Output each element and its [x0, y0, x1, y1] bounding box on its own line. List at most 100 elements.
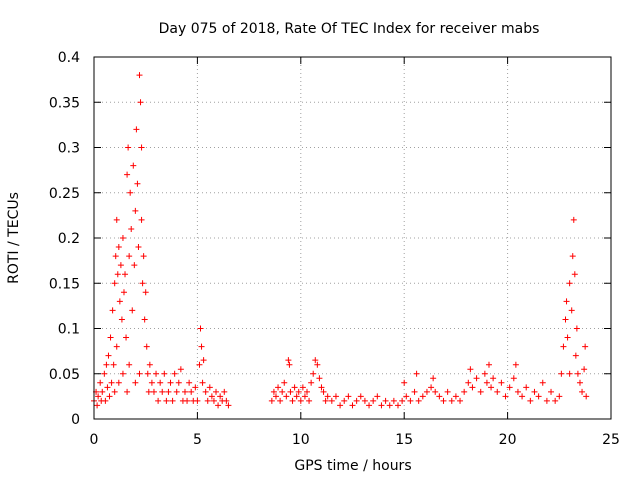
data-point — [306, 397, 313, 404]
data-point — [202, 388, 209, 395]
data-point — [210, 397, 217, 404]
data-point — [119, 370, 126, 377]
data-point — [295, 388, 302, 395]
data-point — [566, 370, 573, 377]
data-point — [465, 379, 472, 386]
data-point — [223, 397, 230, 404]
data-point — [143, 343, 150, 350]
data-point — [374, 393, 381, 400]
data-point — [148, 379, 155, 386]
data-point — [357, 393, 364, 400]
data-point — [563, 298, 570, 305]
data-point — [197, 325, 204, 332]
data-point — [502, 393, 509, 400]
data-point — [275, 384, 282, 391]
x-tick-label: 25 — [602, 432, 620, 448]
data-point — [130, 162, 137, 169]
y-tick-label: 0.25 — [49, 186, 80, 202]
data-point — [571, 271, 578, 278]
data-point — [370, 397, 377, 404]
data-point — [349, 402, 356, 409]
y-tick-label: 0 — [71, 412, 80, 428]
data-point — [123, 334, 130, 341]
y-tick-label: 0.05 — [49, 367, 80, 383]
axis-ticks — [93, 56, 612, 420]
data-point — [514, 388, 521, 395]
data-point — [139, 280, 146, 287]
data-point — [196, 361, 203, 368]
y-tick-label: 0.4 — [58, 50, 80, 66]
data-point — [186, 379, 193, 386]
data-point — [583, 393, 590, 400]
data-point — [568, 307, 575, 314]
data-point — [157, 379, 164, 386]
data-point — [111, 388, 118, 395]
data-point — [114, 271, 121, 278]
data-point — [457, 397, 464, 404]
data-point — [140, 253, 147, 260]
data-point — [411, 388, 418, 395]
data-point — [124, 388, 131, 395]
data-points — [91, 72, 590, 409]
data-point — [103, 361, 110, 368]
data-point — [428, 384, 435, 391]
data-point — [132, 207, 139, 214]
data-point — [576, 379, 583, 386]
data-point — [102, 397, 109, 404]
data-point — [413, 370, 420, 377]
data-point — [142, 289, 149, 296]
data-point — [510, 375, 517, 382]
data-point — [543, 397, 550, 404]
data-point — [138, 144, 145, 151]
y-tick-label: 0.15 — [49, 276, 80, 292]
data-point — [440, 397, 447, 404]
data-point — [169, 397, 176, 404]
x-tick-label: 15 — [395, 432, 413, 448]
data-point — [126, 253, 133, 260]
data-point — [293, 393, 300, 400]
data-point — [175, 379, 182, 386]
data-point — [105, 352, 112, 359]
chart-title: Day 075 of 2018, Rate Of TEC Index for r… — [159, 21, 540, 37]
data-point — [519, 393, 526, 400]
data-point — [213, 388, 220, 395]
data-point — [159, 388, 166, 395]
data-point — [382, 397, 389, 404]
data-point — [341, 397, 348, 404]
data-point — [322, 397, 329, 404]
data-point — [548, 388, 555, 395]
data-point — [361, 397, 368, 404]
data-point — [297, 397, 304, 404]
data-point — [494, 388, 501, 395]
data-point — [535, 393, 542, 400]
y-tick-label: 0.35 — [49, 95, 80, 111]
data-point — [117, 262, 124, 269]
data-point — [153, 370, 160, 377]
data-point — [481, 370, 488, 377]
data-point — [401, 379, 408, 386]
data-point — [106, 393, 113, 400]
y-tick-label: 0.3 — [58, 141, 80, 157]
data-point — [272, 393, 279, 400]
data-point — [569, 253, 576, 260]
data-point — [490, 375, 497, 382]
data-point — [128, 225, 135, 232]
data-point — [192, 384, 199, 391]
x-tick-label: 20 — [499, 432, 517, 448]
data-point — [461, 388, 468, 395]
data-point — [136, 72, 143, 79]
data-point — [107, 334, 114, 341]
data-point — [279, 388, 286, 395]
data-point — [200, 357, 207, 364]
data-point — [448, 397, 455, 404]
data-point — [312, 357, 319, 364]
data-point — [124, 171, 131, 178]
data-point — [539, 379, 546, 386]
data-point — [318, 384, 325, 391]
data-point — [122, 271, 129, 278]
data-point — [118, 316, 125, 323]
data-point — [161, 370, 168, 377]
data-point — [527, 397, 534, 404]
plot-area-border — [93, 56, 612, 420]
data-point — [136, 370, 143, 377]
